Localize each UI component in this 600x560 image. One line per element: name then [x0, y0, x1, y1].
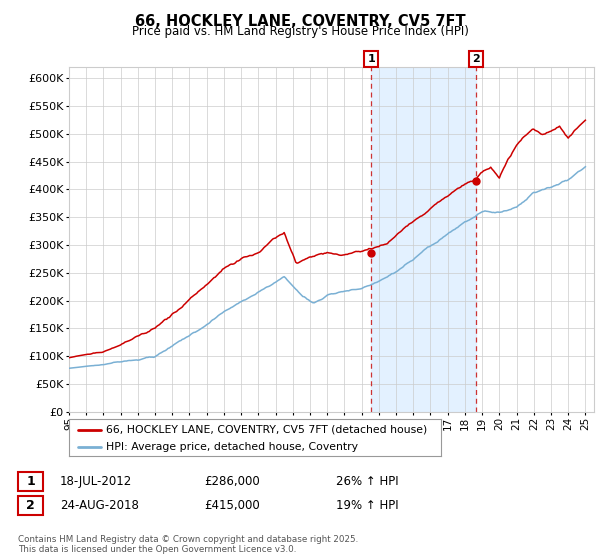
Text: 66, HOCKLEY LANE, COVENTRY, CV5 7FT (detached house): 66, HOCKLEY LANE, COVENTRY, CV5 7FT (det…	[106, 425, 427, 435]
Text: Contains HM Land Registry data © Crown copyright and database right 2025.
This d: Contains HM Land Registry data © Crown c…	[18, 535, 358, 554]
Text: 1: 1	[367, 54, 375, 64]
Text: 18-JUL-2012: 18-JUL-2012	[60, 475, 132, 488]
Text: 1: 1	[26, 475, 35, 488]
Text: 66, HOCKLEY LANE, COVENTRY, CV5 7FT: 66, HOCKLEY LANE, COVENTRY, CV5 7FT	[134, 14, 466, 29]
Bar	[371, 67, 476, 412]
Text: 26% ↑ HPI: 26% ↑ HPI	[336, 475, 398, 488]
Text: £286,000: £286,000	[204, 475, 260, 488]
Text: 19% ↑ HPI: 19% ↑ HPI	[336, 498, 398, 512]
Text: HPI: Average price, detached house, Coventry: HPI: Average price, detached house, Cove…	[106, 442, 358, 452]
Text: 2: 2	[26, 498, 35, 512]
Text: 2: 2	[472, 54, 480, 64]
Text: £415,000: £415,000	[204, 498, 260, 512]
Text: 24-AUG-2018: 24-AUG-2018	[60, 498, 139, 512]
Text: Price paid vs. HM Land Registry's House Price Index (HPI): Price paid vs. HM Land Registry's House …	[131, 25, 469, 38]
